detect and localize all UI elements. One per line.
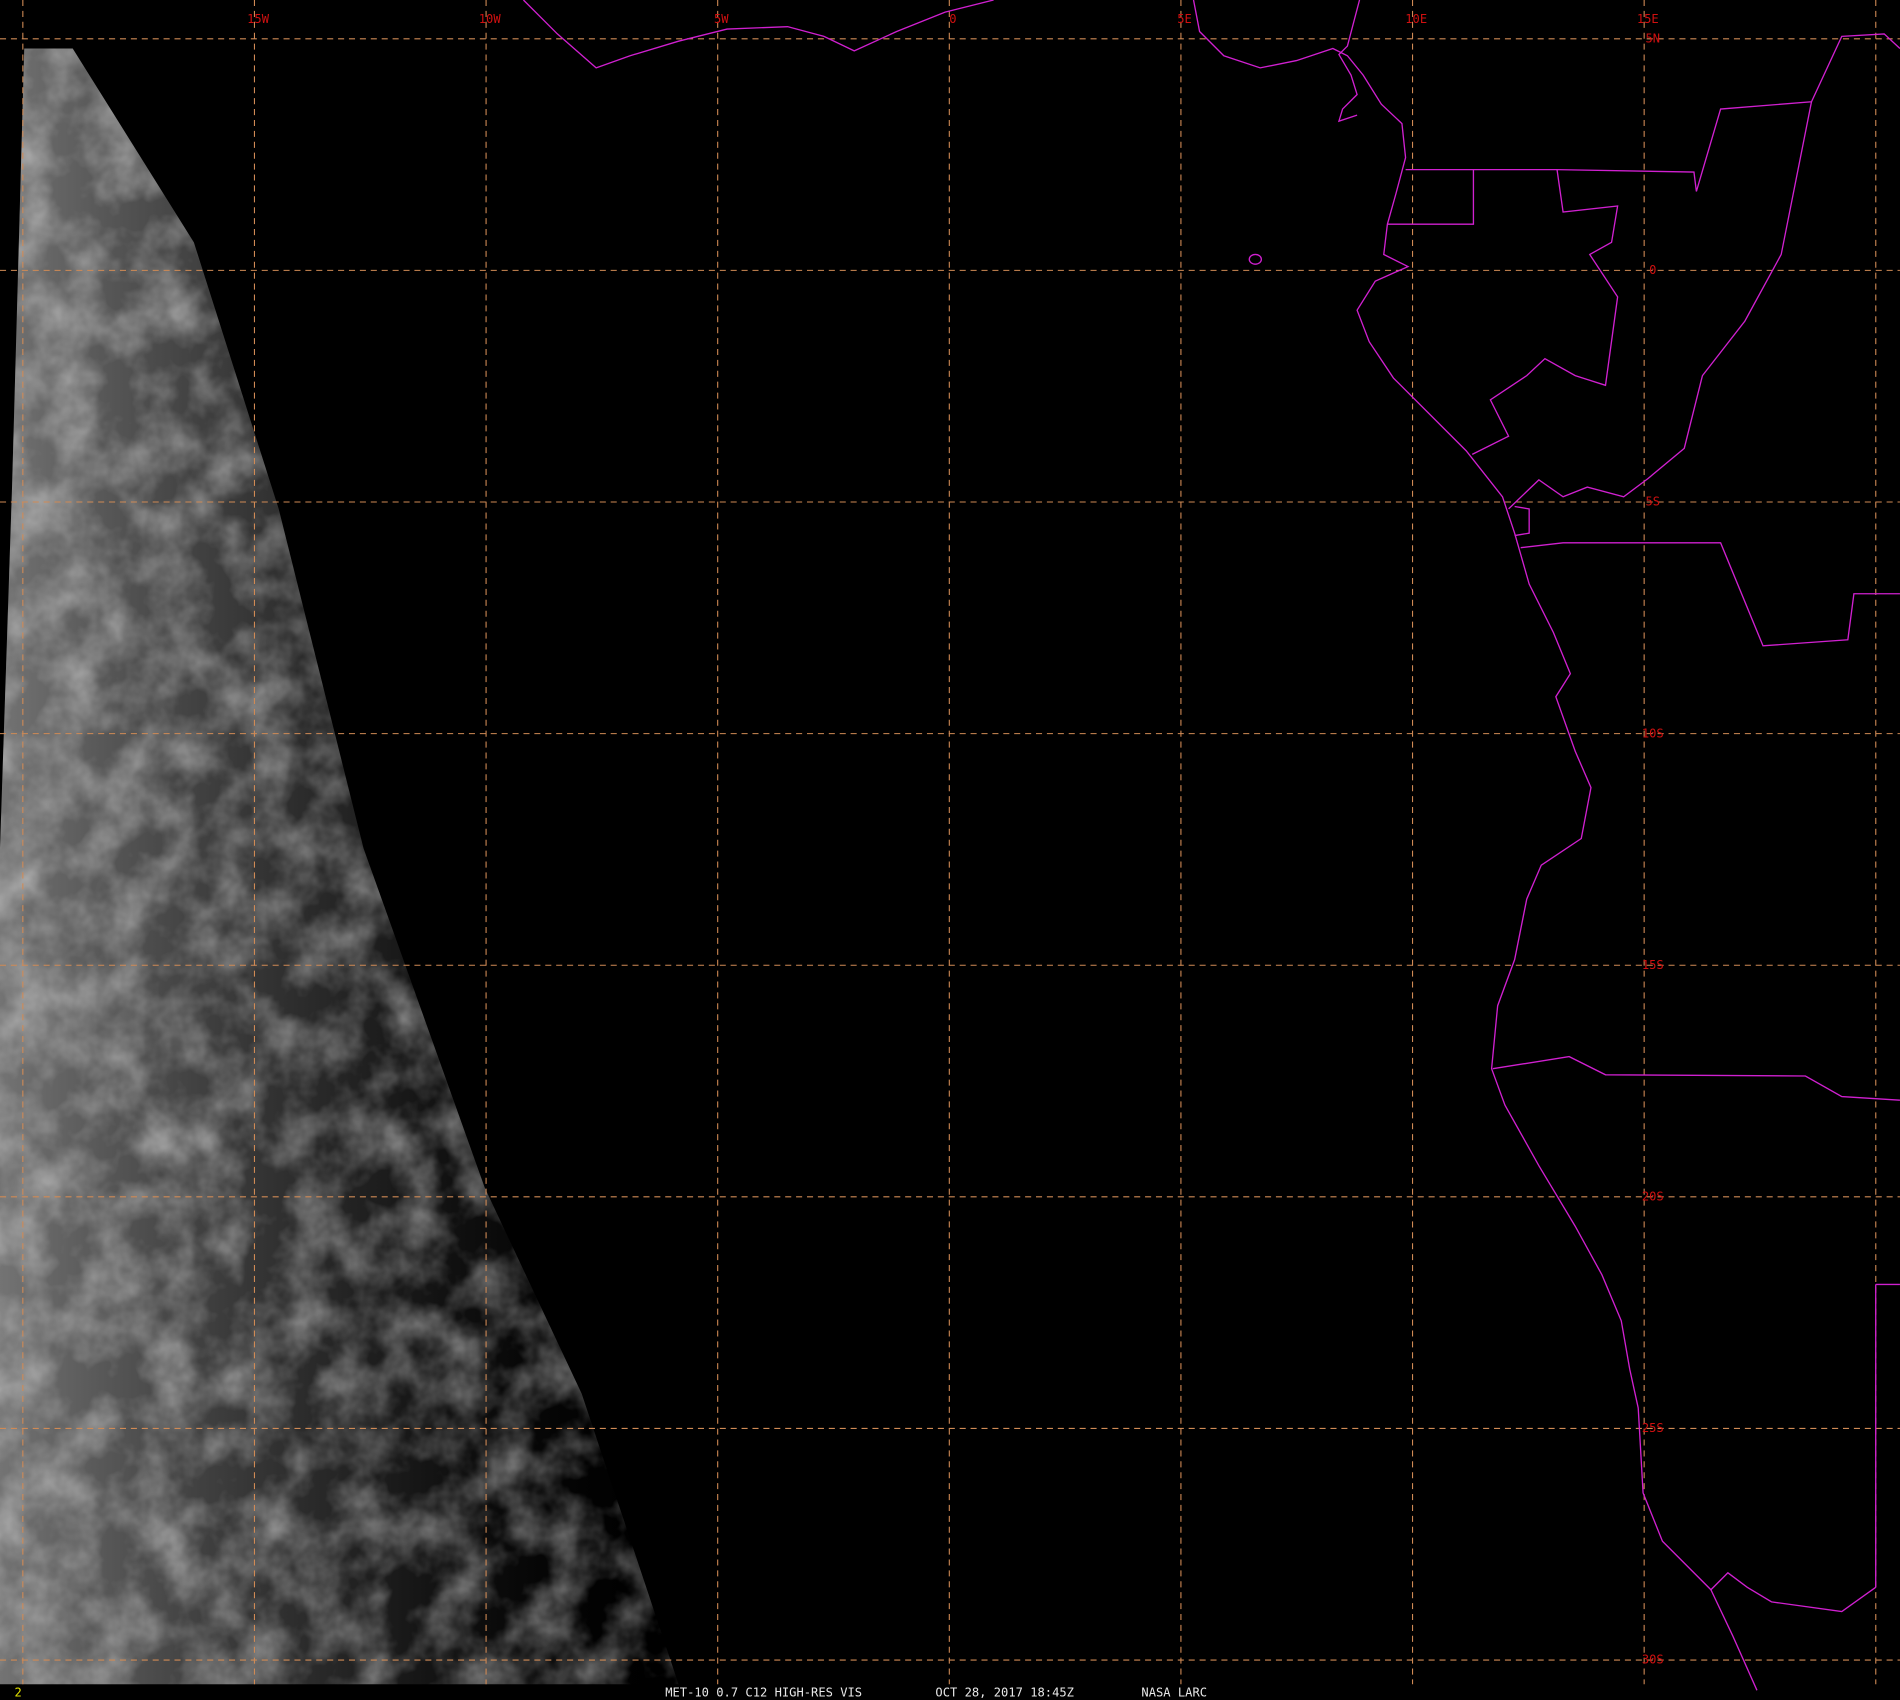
latitude-label: 0 [1649,263,1656,277]
longitude-label: 0 [949,12,956,26]
latitude-label: 20S [1642,1189,1664,1203]
longitude-label: 10E [1405,12,1427,26]
border [1471,169,1619,455]
border [1387,168,1475,225]
source-label: NASA LARC [1141,1685,1207,1699]
coastline [522,0,994,69]
border [1473,33,1900,192]
border [1514,505,1900,647]
longitude-label: 5E [1177,12,1192,26]
latitude-label: 25S [1642,1421,1664,1435]
border [1710,1589,1758,1691]
product-label: MET-10 0.7 C12 HIGH-RES VIS [665,1685,862,1699]
cloud-field [0,48,679,1685]
graticule-labels: 15W 10W 5W 0 5E 10E 15E 5N 0 5S 10S 15S 20S 25S 30S [247,12,1664,1667]
latitude-label: 30S [1642,1653,1664,1667]
longitude-label: 15W [247,12,270,26]
coastline [1192,0,1877,1613]
longitude-label: 5W [714,12,729,26]
latitude-label: 10S [1642,726,1664,740]
longitude-label: 10W [479,12,502,26]
latitude-label: 15S [1642,958,1664,972]
island [1248,253,1263,265]
border [1875,1283,1900,1588]
latitude-label: 5N [1645,31,1660,45]
coastlines [522,0,1900,1691]
timestamp: OCT 28, 2017 18:45Z [935,1685,1074,1699]
coastline [1337,0,1361,123]
border [1492,1055,1900,1101]
latitude-label: 5S [1645,495,1660,509]
frame-number: 2 [15,1685,22,1699]
border [1508,101,1813,510]
longitude-label: 15E [1637,12,1659,26]
